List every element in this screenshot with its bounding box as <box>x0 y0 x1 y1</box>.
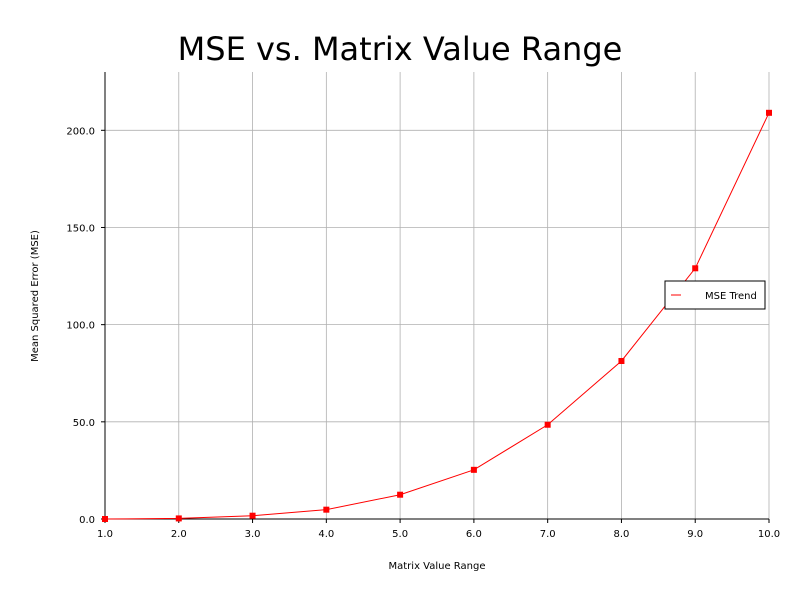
series-line-mse-trend <box>104 112 770 520</box>
legend-box <box>664 280 766 310</box>
y-tick-label: 200.0 <box>66 126 95 137</box>
axes <box>104 72 769 520</box>
legend: MSE Trend <box>664 280 766 310</box>
y-tick-label: 100.0 <box>66 321 95 332</box>
data-point <box>692 265 699 272</box>
x-tick-label: 6.0 <box>466 529 482 540</box>
data-point <box>175 515 182 522</box>
y-tick-label: 0.0 <box>79 515 95 526</box>
x-tick-label: 4.0 <box>318 529 334 540</box>
x-axis-ticks: 1.0 2.0 3.0 4.0 5.0 6.0 7.0 8.0 9.0 10.0 <box>97 519 780 540</box>
y-axis-ticks: 0.0 50.0 100.0 150.0 200.0 <box>66 126 105 526</box>
data-point <box>618 357 625 364</box>
x-axis-label: Matrix Value Range <box>389 561 486 572</box>
chart-title: MSE vs. Matrix Value Range <box>178 30 623 68</box>
data-point <box>397 491 404 498</box>
data-point <box>544 421 551 428</box>
x-tick-label: 3.0 <box>245 529 261 540</box>
x-tick-label: 5.0 <box>392 529 408 540</box>
x-tick-label: 1.0 <box>97 529 113 540</box>
data-point <box>323 506 330 513</box>
x-tick-label: 8.0 <box>613 529 629 540</box>
y-tick-label: 50.0 <box>73 418 95 429</box>
legend-label-mse-trend: MSE Trend <box>705 291 757 302</box>
series-layer <box>102 109 772 522</box>
y-tick-label: 150.0 <box>66 223 95 234</box>
x-tick-label: 2.0 <box>171 529 187 540</box>
grid-lines <box>105 72 770 519</box>
x-tick-label: 10.0 <box>758 529 780 540</box>
data-point <box>470 466 477 473</box>
data-point <box>102 516 108 522</box>
data-point <box>249 512 256 519</box>
data-point <box>766 109 772 116</box>
x-tick-label: 7.0 <box>540 529 556 540</box>
x-tick-label: 9.0 <box>687 529 703 540</box>
y-axis-label: Mean Squared Error (MSE) <box>30 230 41 362</box>
